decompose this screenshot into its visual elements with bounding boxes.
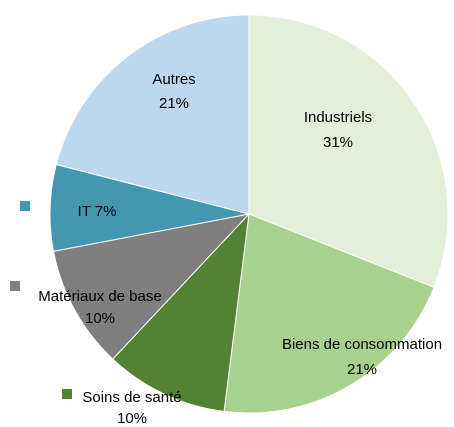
category-label: Matériaux de base: [38, 288, 161, 305]
pie-slice: [52, 213, 251, 360]
value-label: 21%: [159, 95, 189, 112]
value-label: 10%: [85, 310, 115, 327]
value-label: 10%: [117, 410, 147, 427]
legend-swatch: [20, 201, 30, 211]
pie-slice: [223, 213, 435, 414]
category-label: Industriels: [304, 109, 372, 126]
category-label: Autres: [152, 71, 195, 88]
slice-label: IT 7%: [78, 203, 117, 220]
value-label: 7%: [95, 203, 117, 220]
category-label: Biens de consommation: [282, 336, 442, 353]
category-label: Soins de santé: [82, 389, 181, 406]
legend-swatch: [62, 389, 72, 399]
pie-slice: [112, 212, 250, 412]
pie-slice: [248, 14, 449, 288]
value-label: 31%: [323, 134, 353, 151]
legend-swatch: [10, 281, 20, 291]
value-label: 21%: [347, 361, 377, 378]
category-label: IT: [78, 203, 91, 220]
pie-slice: [55, 14, 250, 215]
